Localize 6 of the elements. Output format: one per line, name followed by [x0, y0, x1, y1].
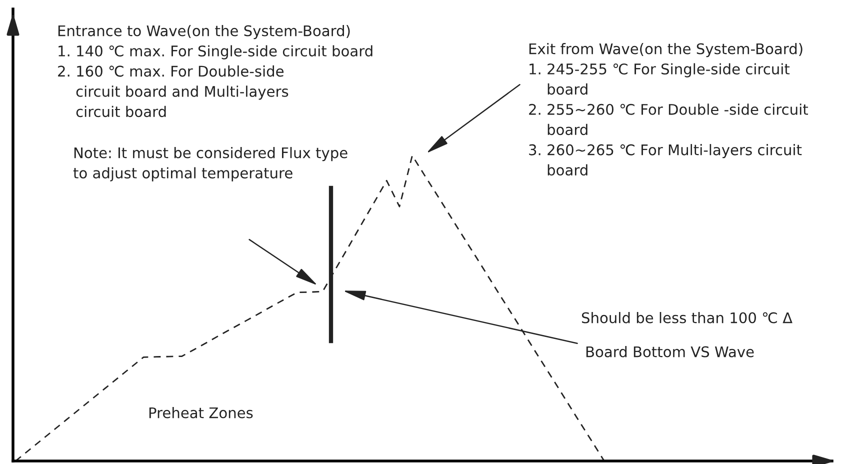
annotation: Board Bottom VS Wave	[586, 346, 754, 358]
annotation: Exit from Wave(on the System-Board) 1. 245-255 ℃ For Single-side circuit board 2. 255~260 ℃ For Double -side circuit board 3. 260~265 ℃ For Multi-layers circuit board	[529, 43, 808, 176]
text: Entrance to Wave(on the System-Board) 1. 140 ℃ max. For Single-side circuit board 2. 160 ℃ max. For Double-side circuit board and Multi-layers circuit board	[58, 25, 372, 118]
annotation: Preheat Zones	[149, 407, 253, 418]
annotation: Should be less than 100 ℃ Δ	[582, 312, 792, 324]
annotation: Note: It must be considered Flux type to adjust optimal temperature	[73, 147, 348, 182]
